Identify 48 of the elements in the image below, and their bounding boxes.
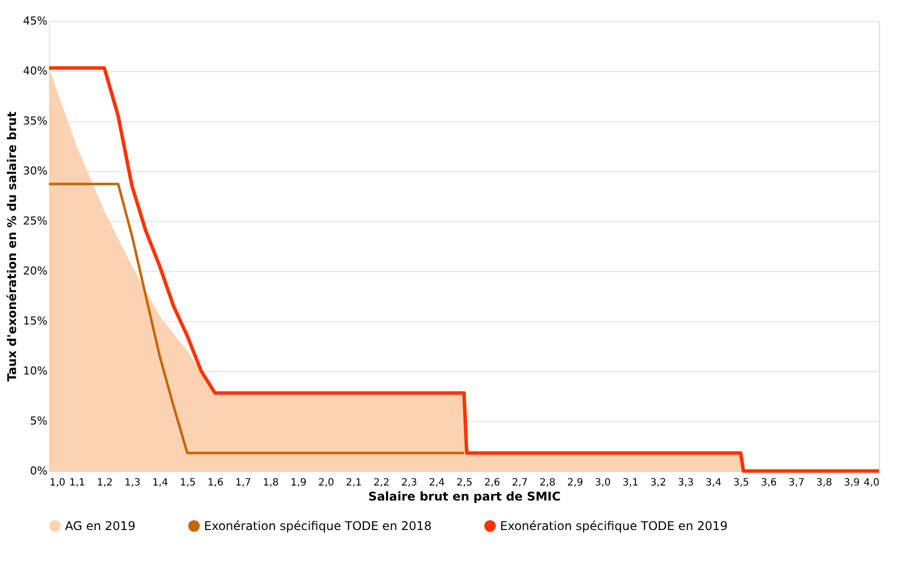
x-tick-label: 2,1 (346, 478, 362, 488)
y-tick-label: 5% (30, 414, 48, 428)
y-tick-label: 20% (23, 264, 48, 278)
x-tick-label: 2,9 (567, 478, 584, 488)
x-tick-label: 1,4 (152, 478, 168, 488)
x-tick-label: 2,4 (428, 478, 445, 488)
x-tick-label: 4,0 (864, 478, 880, 488)
y-tick-label: 30% (23, 164, 48, 178)
y-tick-label: 15% (23, 314, 48, 328)
x-tick-label: 2,2 (374, 478, 390, 488)
y-tick-label: 45% (23, 14, 48, 28)
x-tick-label: 2,3 (401, 478, 418, 488)
x-tick-label: 3,0 (594, 478, 611, 488)
y-tick-label: 25% (23, 214, 48, 228)
line-series (47, 66, 881, 473)
x-tick-label: 1,6 (208, 478, 224, 488)
y-tick-label: 10% (23, 364, 48, 378)
x-tick-label: 3,6 (760, 478, 777, 488)
x-tick-label: 1,5 (180, 478, 196, 488)
x-tick-label: 3,3 (678, 478, 694, 488)
x-tick-label: 3,1 (622, 478, 638, 488)
y-tick-label: 35% (23, 114, 48, 128)
legend-label: Exonération spécifique TODE en 2018 (204, 519, 432, 533)
x-tick-label: 2,0 (318, 478, 334, 488)
x-tick-label: 1,7 (235, 478, 252, 488)
x-tick-label: 3,2 (650, 478, 666, 488)
legend-label: AG en 2019 (65, 519, 136, 533)
x-tick-label: 2,5 (456, 478, 472, 488)
x-tick-label: 1,2 (96, 478, 113, 488)
y-tick-label: 40% (23, 64, 48, 78)
x-tick-label: 3,4 (706, 478, 722, 488)
x-tick-label: 1,0 (50, 478, 66, 488)
line-series (48, 182, 466, 454)
x-tick-label: 2,7 (512, 478, 528, 488)
legend-label: Exonération spécifique TODE en 2019 (500, 519, 728, 533)
x-tick-label: 1,9 (290, 478, 306, 488)
x-tick-label: 3,7 (788, 478, 804, 488)
y-tick-label: 0% (30, 464, 48, 478)
x-tick-label: 3,8 (816, 478, 832, 488)
x-axis-title: Salaire brut en part de SMIC (368, 490, 561, 504)
x-tick-label: 2,8 (540, 478, 556, 488)
x-tick-label: 1,3 (124, 478, 140, 488)
x-tick-label: 1,8 (262, 478, 279, 488)
x-tick-label: 3,5 (733, 478, 750, 488)
x-tick-label: 1,1 (69, 478, 86, 488)
y-axis-title: Taux d'exonération en % du salaire brut (5, 111, 20, 382)
x-tick-label: 2,6 (484, 478, 500, 488)
x-tick-label: 3,9 (844, 478, 860, 488)
